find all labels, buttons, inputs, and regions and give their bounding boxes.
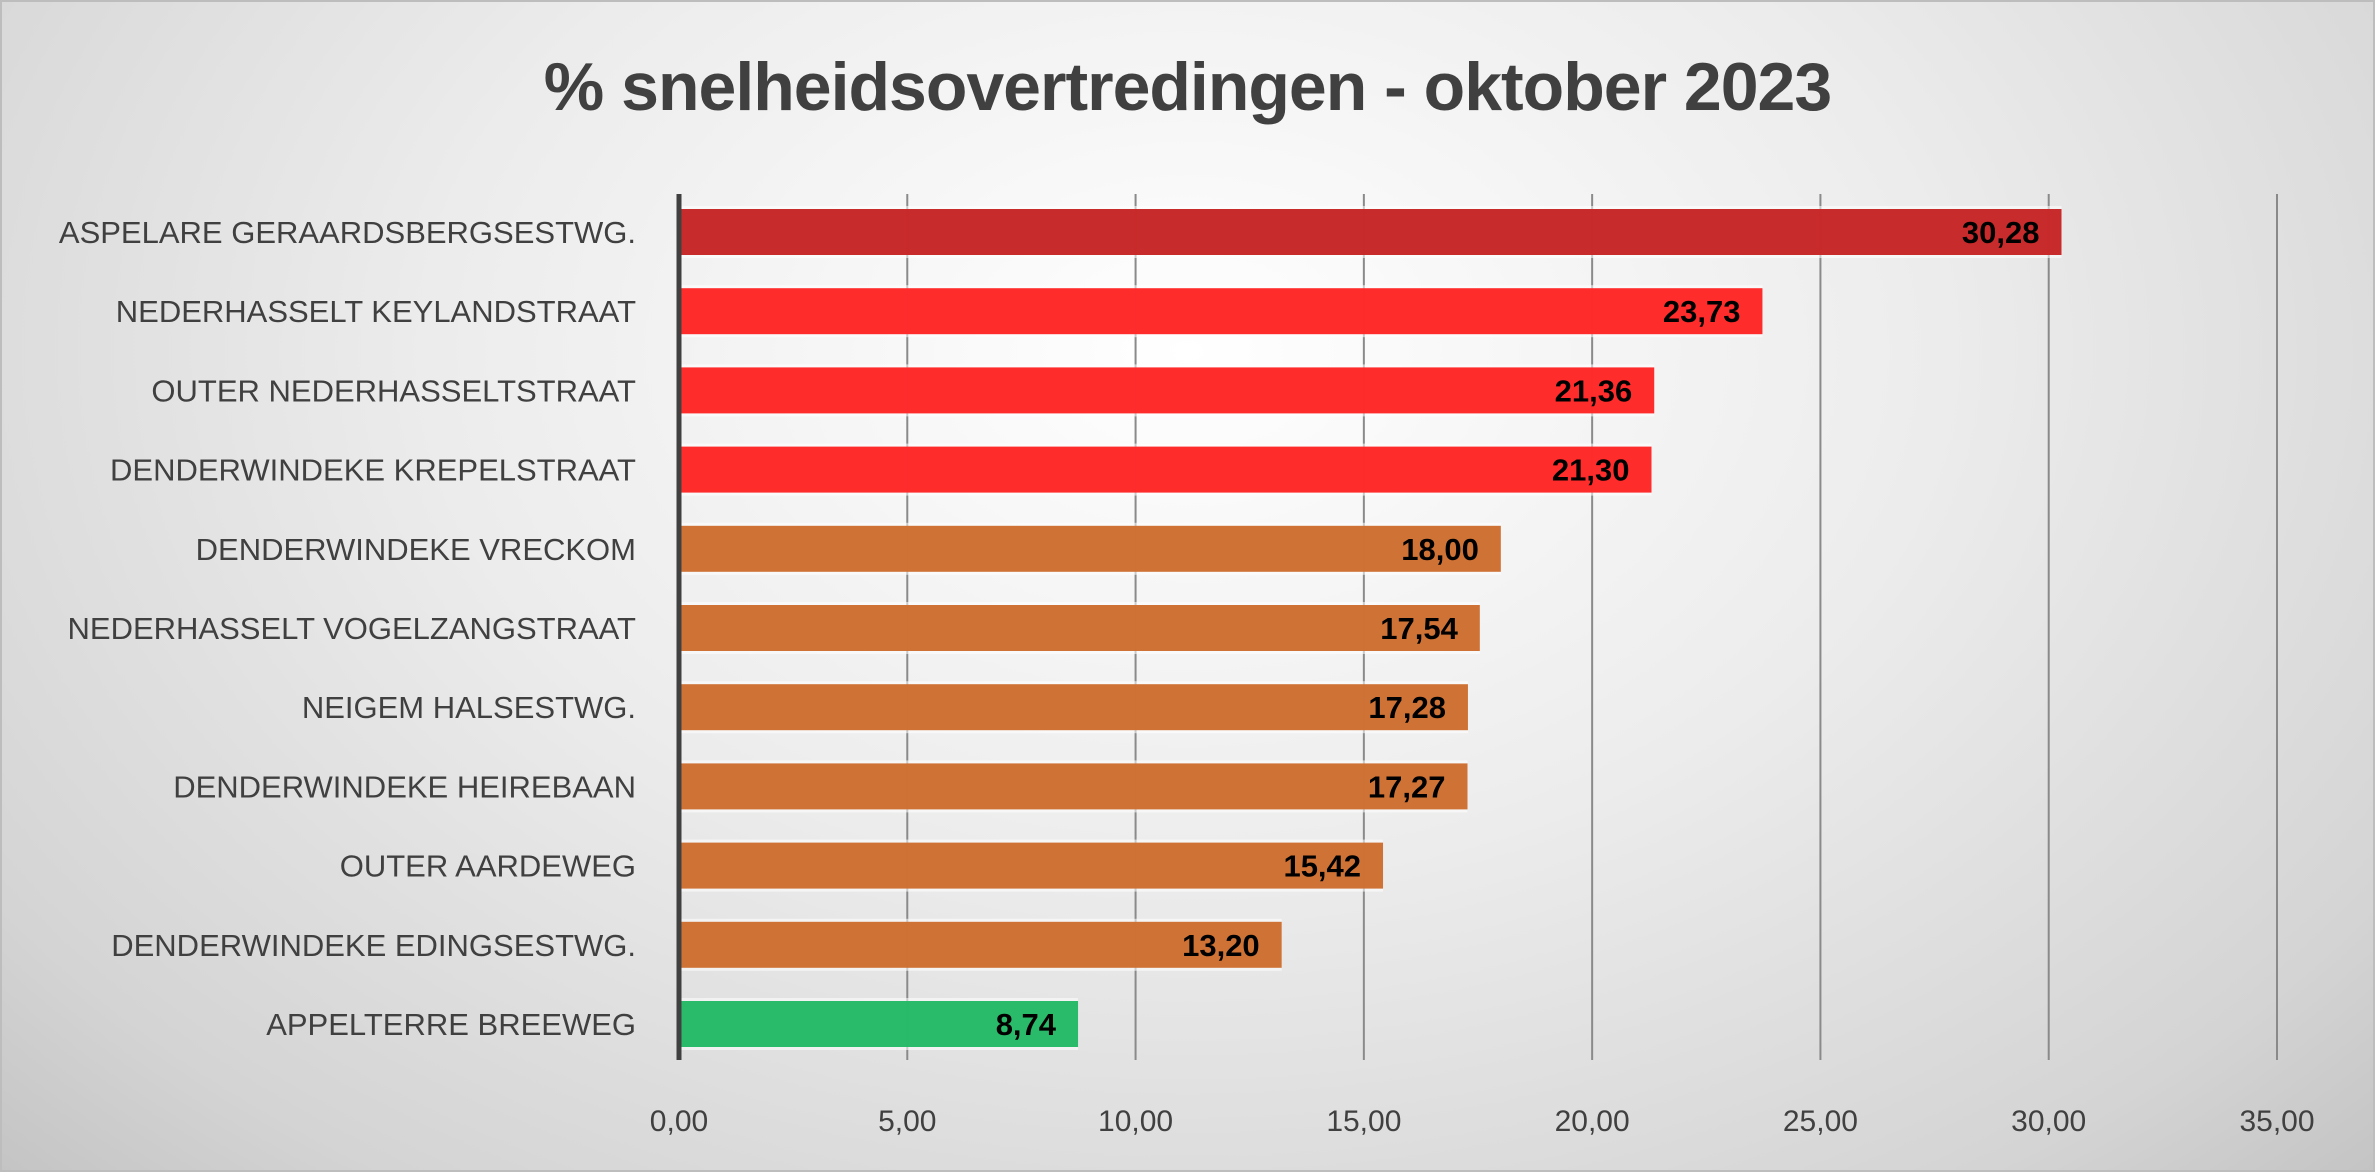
data-label: 13,20 (1182, 928, 1260, 963)
category-label: NEDERHASSELT KEYLANDSTRAAT (116, 294, 636, 329)
data-label: 17,54 (1380, 611, 1458, 646)
x-tick-label: 5,00 (878, 1105, 936, 1138)
category-label: DENDERWINDEKE EDINGSESTWG. (111, 928, 636, 963)
bar (679, 288, 1763, 335)
bar (679, 209, 2062, 255)
data-label: 15,42 (1283, 849, 1361, 884)
category-label: NEDERHASSELT VOGELZANGSTRAAT (68, 611, 637, 646)
bar (679, 525, 1501, 572)
x-tick-label: 10,00 (1098, 1105, 1173, 1138)
bar (679, 367, 1655, 414)
bar (679, 842, 1384, 889)
category-label: NEIGEM HALSESTWG. (302, 690, 636, 725)
x-tick-label: 30,00 (2011, 1105, 2086, 1138)
data-label: 21,30 (1552, 453, 1630, 488)
bar (679, 684, 1468, 731)
x-tick-label: 0,00 (650, 1105, 708, 1138)
category-label: DENDERWINDEKE VRECKOM (196, 532, 636, 567)
x-tick-label: 25,00 (1783, 1105, 1858, 1138)
category-label: OUTER NEDERHASSELTSTRAAT (151, 373, 636, 408)
bar (679, 921, 1282, 968)
x-tick-label: 15,00 (1326, 1105, 1401, 1138)
x-tick-label: 35,00 (2239, 1105, 2314, 1138)
bar (679, 1001, 1079, 1047)
category-label: ASPELARE GERAARDSBERGSESTWG. (59, 215, 636, 250)
category-label: DENDERWINDEKE HEIREBAAN (173, 769, 636, 804)
data-label: 23,73 (1663, 294, 1741, 329)
data-label: 21,36 (1555, 373, 1633, 408)
category-label: APPELTERRE BREEWEG (266, 1007, 636, 1042)
data-label: 17,27 (1368, 769, 1446, 804)
bar (679, 605, 1480, 651)
chart-title: % snelheidsovertredingen - oktober 2023 (543, 49, 1832, 125)
data-label: 17,28 (1368, 690, 1446, 725)
bar (679, 446, 1652, 493)
bar (679, 763, 1468, 810)
category-label: OUTER AARDEWEG (340, 849, 636, 884)
data-label: 8,74 (996, 1007, 1057, 1042)
category-label: DENDERWINDEKE KREPELSTRAAT (110, 453, 636, 488)
data-label: 30,28 (1962, 215, 2040, 250)
x-tick-label: 20,00 (1555, 1105, 1630, 1138)
data-label: 18,00 (1401, 532, 1479, 567)
